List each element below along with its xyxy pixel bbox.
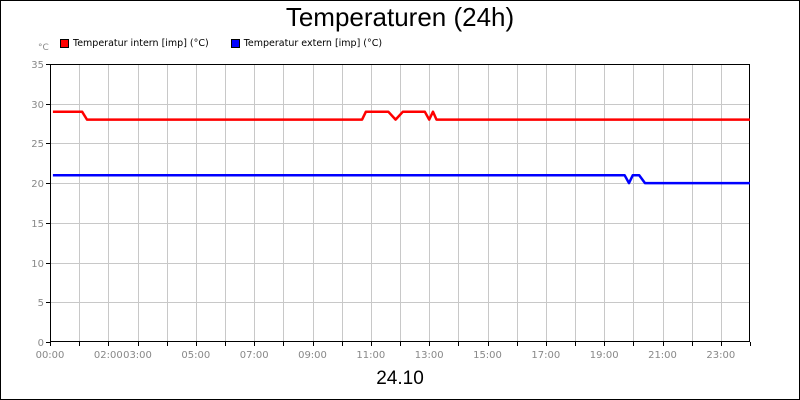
legend-swatch-extern bbox=[230, 39, 240, 48]
y-axis-unit-label: °C bbox=[38, 43, 49, 53]
chart-title: Temperaturen (24h) bbox=[285, 2, 515, 32]
chart-legend: Temperatur intern [imp] (°C) Temperatur … bbox=[60, 38, 404, 49]
series-line-intern bbox=[52, 110, 750, 121]
x-tick-label: 03:00 bbox=[123, 350, 152, 361]
legend-label-intern: Temperatur intern [imp] (°C) bbox=[73, 38, 209, 49]
legend-item-intern: Temperatur intern [imp] (°C) bbox=[60, 38, 209, 49]
x-tick-label: 05:00 bbox=[181, 350, 210, 361]
x-tick-label: 02:00 bbox=[94, 350, 123, 361]
x-tick-label: 19:00 bbox=[590, 350, 619, 361]
x-axis-date-label: 24.10 bbox=[376, 368, 424, 389]
plot-border bbox=[50, 64, 750, 342]
y-tick-label: 0 bbox=[38, 338, 44, 349]
y-tick-label: 10 bbox=[31, 259, 44, 270]
legend-label-extern: Temperatur extern [imp] (°C) bbox=[243, 38, 383, 49]
y-tick-label: 35 bbox=[31, 60, 44, 71]
y-tick-label: 25 bbox=[31, 139, 44, 150]
y-tick-label: 15 bbox=[31, 219, 44, 230]
x-tick-label: 17:00 bbox=[531, 350, 560, 361]
x-tick-label: 07:00 bbox=[240, 350, 269, 361]
y-tick-label: 20 bbox=[31, 179, 44, 190]
x-tick-label: 15:00 bbox=[473, 350, 502, 361]
series-line-extern bbox=[52, 173, 750, 185]
legend-item-extern: Temperatur extern [imp] (°C) bbox=[230, 38, 383, 49]
y-tick-label: 30 bbox=[31, 100, 44, 111]
x-tick-label: 13:00 bbox=[415, 350, 444, 361]
y-tick-label: 5 bbox=[38, 298, 44, 309]
x-tick-label: 00:00 bbox=[36, 350, 65, 361]
legend-swatch-intern bbox=[60, 39, 69, 48]
x-tick-label: 21:00 bbox=[648, 350, 677, 361]
x-tick-label: 09:00 bbox=[298, 350, 327, 361]
x-tick-label: 23:00 bbox=[706, 350, 735, 361]
x-tick-label: 11:00 bbox=[356, 350, 385, 361]
